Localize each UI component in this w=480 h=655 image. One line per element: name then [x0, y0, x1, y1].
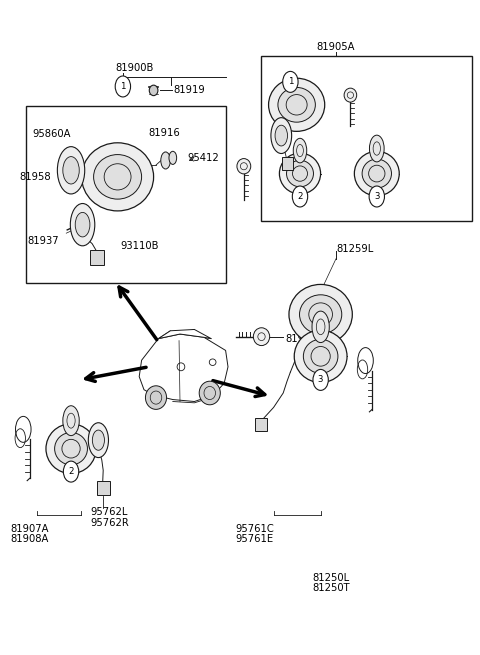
Text: 81905A: 81905A: [317, 42, 355, 52]
Text: 95762L: 95762L: [90, 507, 128, 517]
Ellipse shape: [92, 430, 105, 450]
Text: 81900B: 81900B: [115, 63, 154, 73]
Text: 2: 2: [297, 192, 303, 201]
Ellipse shape: [82, 143, 154, 211]
Ellipse shape: [75, 212, 90, 237]
Ellipse shape: [362, 159, 392, 188]
Circle shape: [63, 461, 79, 482]
Text: 93110B: 93110B: [120, 241, 158, 252]
Ellipse shape: [169, 151, 177, 164]
Ellipse shape: [271, 118, 292, 153]
Text: 1: 1: [288, 77, 293, 86]
Ellipse shape: [70, 204, 95, 246]
Ellipse shape: [300, 295, 342, 334]
Text: 3: 3: [318, 375, 324, 384]
Ellipse shape: [275, 125, 288, 146]
Ellipse shape: [237, 159, 251, 174]
Text: 81916: 81916: [149, 128, 180, 138]
Bar: [97, 481, 109, 495]
Ellipse shape: [57, 147, 84, 194]
Ellipse shape: [46, 424, 96, 474]
Ellipse shape: [278, 87, 315, 122]
Ellipse shape: [312, 311, 329, 343]
Text: 81996: 81996: [286, 333, 317, 344]
Text: 81250T: 81250T: [312, 582, 349, 593]
Circle shape: [292, 186, 308, 207]
Polygon shape: [139, 334, 228, 402]
Text: 95761E: 95761E: [235, 534, 273, 544]
Text: 95412: 95412: [187, 153, 219, 163]
Bar: [261, 56, 472, 221]
Text: 95860A: 95860A: [33, 129, 71, 140]
Text: 81259L: 81259L: [336, 244, 373, 254]
Ellipse shape: [294, 330, 347, 383]
Text: 81908A: 81908A: [11, 534, 49, 544]
Text: 81958: 81958: [19, 172, 51, 182]
Ellipse shape: [370, 135, 384, 162]
Text: 1: 1: [120, 82, 126, 91]
Ellipse shape: [55, 432, 87, 465]
Text: 3: 3: [374, 192, 380, 201]
Ellipse shape: [268, 78, 324, 132]
Bar: [255, 417, 267, 432]
Text: 81919: 81919: [174, 85, 205, 96]
Circle shape: [115, 76, 131, 97]
Ellipse shape: [145, 386, 167, 409]
Bar: [90, 250, 104, 265]
Bar: [26, 106, 226, 283]
Text: 81250L: 81250L: [312, 572, 349, 583]
Ellipse shape: [289, 284, 352, 345]
Text: 95762R: 95762R: [90, 517, 129, 528]
Ellipse shape: [63, 157, 79, 184]
Ellipse shape: [199, 381, 220, 405]
Ellipse shape: [293, 138, 307, 163]
Ellipse shape: [303, 339, 338, 373]
Ellipse shape: [354, 151, 399, 196]
Ellipse shape: [253, 328, 270, 346]
Circle shape: [369, 186, 384, 207]
Ellipse shape: [287, 160, 313, 187]
Text: 95761C: 95761C: [235, 523, 274, 534]
Ellipse shape: [94, 155, 142, 199]
Circle shape: [283, 71, 298, 92]
Text: 81937: 81937: [27, 236, 59, 246]
Text: 81907A: 81907A: [11, 523, 49, 534]
Ellipse shape: [88, 422, 108, 458]
Polygon shape: [158, 329, 211, 339]
Ellipse shape: [279, 153, 321, 194]
Ellipse shape: [63, 405, 79, 436]
Circle shape: [313, 369, 328, 390]
Text: 2: 2: [68, 467, 74, 476]
Bar: [282, 157, 293, 170]
Ellipse shape: [344, 88, 357, 102]
Ellipse shape: [149, 85, 158, 96]
Ellipse shape: [161, 152, 170, 169]
